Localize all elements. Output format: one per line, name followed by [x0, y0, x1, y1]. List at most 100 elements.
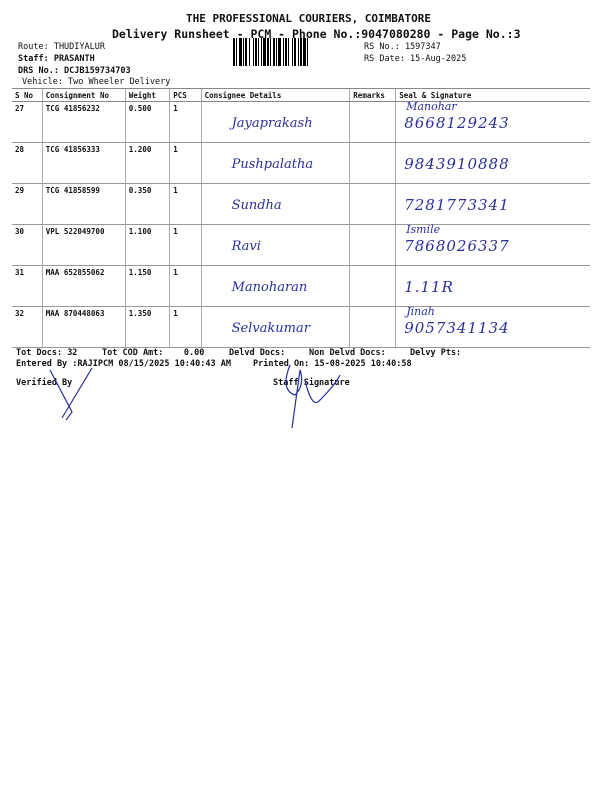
barcode-bar [299, 38, 300, 66]
tot-docs-label: Tot Docs: [16, 348, 63, 358]
consignee-details: Pushpalatha [200, 142, 350, 184]
barcode-bar [303, 38, 306, 66]
column-header: Weight [124, 88, 170, 102]
staff-signature-label: Staff Signature [273, 378, 350, 388]
consignee-handwriting: Sundha [231, 198, 282, 213]
remarks [349, 101, 396, 143]
barcode-bar [244, 38, 245, 66]
tot-cod-value: 0.00 [183, 348, 205, 358]
barcode-bar [296, 38, 298, 66]
printed-on: Printed On: 15-08-2025 10:40:58 [253, 359, 412, 369]
rs-no: RS No.: 1597347 [364, 42, 441, 52]
remarks [349, 306, 396, 348]
barcode-bar [289, 38, 292, 66]
barcode-bar [293, 38, 294, 66]
barcode-bar [242, 38, 243, 66]
weight: 1.200 [124, 142, 170, 184]
barcode-bar [277, 38, 278, 66]
delvd-docs: Delvd Docs: [229, 348, 286, 358]
tot-docs: Tot Docs: 32 [16, 348, 77, 358]
column-header: Remarks [349, 88, 396, 102]
verified-by-label: Verified By [16, 378, 73, 388]
consignee-handwriting: Selvakumar [231, 321, 310, 336]
vehicle: Vehicle: Two Wheeler Delivery [22, 77, 171, 87]
barcode-bar [278, 38, 281, 66]
barcode-bar [281, 38, 283, 66]
barcode-bar [275, 38, 276, 66]
rs-date: RS Date: 15-Aug-2025 [364, 54, 467, 64]
table-row: 27 TCG 41856232 0.500 1 Jayaprakash Mano… [12, 100, 590, 143]
remarks [349, 183, 396, 225]
barcode-bar [284, 38, 285, 66]
seal-phone-handwriting: 9057341134 [404, 319, 510, 337]
consignee-details: Selvakumar [200, 306, 350, 348]
barcode-bar [257, 38, 258, 66]
column-header: PCS [169, 88, 202, 102]
seal-signature: 9843910888 [395, 142, 590, 184]
seal-signature: Ismile 7868026337 [395, 223, 590, 266]
verified-signature [49, 367, 93, 421]
sno: 32 [12, 306, 43, 348]
pcs: 1 [169, 265, 202, 307]
pcs: 1 [169, 306, 202, 348]
barcode-bar [249, 38, 250, 66]
drs-no: DRS No.: DCJB159734703 [18, 66, 131, 76]
seal-phone-handwriting: 9843910888 [404, 155, 510, 173]
barcode-bar [266, 38, 267, 66]
route: Route: THUDIYALUR [18, 42, 105, 52]
barcode-bar [245, 38, 247, 66]
remarks [349, 142, 396, 184]
column-header: S No [12, 88, 43, 102]
consignment-no: TCG 41856333 [41, 142, 126, 184]
barcode-bar [302, 38, 303, 66]
sno: 27 [12, 101, 43, 143]
consignee-details: Ravi [200, 224, 350, 266]
barcode-bar [250, 38, 253, 66]
delvy-pts: Delvy Pts: [410, 348, 462, 358]
barcode-bar [288, 38, 289, 66]
sno: 28 [12, 142, 43, 184]
pcs: 1 [169, 183, 202, 225]
seal-signature: 1.11R [395, 265, 590, 307]
barcode-bar [276, 38, 277, 66]
consignee-handwriting: Jayaprakash [231, 116, 313, 131]
seal-handwriting: Ismile [406, 223, 441, 236]
barcode [233, 38, 361, 66]
barcode-bar [261, 38, 262, 66]
staff: Staff: PRASANTH [18, 54, 95, 64]
barcode-bar [239, 38, 242, 66]
barcode-bar [273, 38, 275, 66]
sno: 30 [12, 224, 43, 266]
pcs: 1 [169, 101, 202, 143]
tot-docs-value: 32 [67, 348, 78, 358]
weight: 1.150 [124, 265, 170, 307]
table-row: 28 TCG 41856333 1.200 1 Pushpalatha 9843… [12, 142, 590, 184]
entered-by: Entered By :RAJIPCM 08/15/2025 10:40:43 … [16, 359, 231, 369]
company-name: THE PROFESSIONAL COURIERS, COIMBATORE [186, 12, 432, 25]
weight: 1.100 [124, 224, 170, 266]
barcode-bar [259, 38, 261, 66]
barcode-bar [258, 38, 259, 66]
seal-signature: Manohar 8668129243 [395, 100, 590, 143]
pcs: 1 [169, 142, 202, 184]
tot-cod: Tot COD Amt: 0.00 [102, 348, 204, 358]
weight: 1.350 [124, 306, 170, 348]
barcode-bar [236, 38, 237, 66]
consignment-no: MAA 652855062 [41, 265, 126, 307]
consignee-details: Sundha [200, 183, 350, 225]
seal-signature: 7281773341 [395, 183, 590, 225]
table-row: 29 TCG 41858599 0.350 1 Sundha 728177334… [12, 183, 590, 225]
sno: 31 [12, 265, 43, 307]
seal-phone-handwriting: 1.11R [404, 278, 454, 296]
barcode-bar [243, 38, 244, 66]
barcode-bar [255, 38, 257, 66]
barcode-bar [307, 38, 308, 66]
consignee-handwriting: Manoharan [231, 280, 308, 295]
barcode-bar [267, 38, 269, 66]
table-row: 32 MAA 870448063 1.350 1 Selvakumar Jina… [12, 305, 590, 348]
tot-cod-label: Tot COD Amt: [102, 348, 164, 358]
barcode-bar [308, 38, 310, 66]
consignee-details: Manoharan [200, 265, 350, 307]
barcode-bar [285, 38, 287, 66]
